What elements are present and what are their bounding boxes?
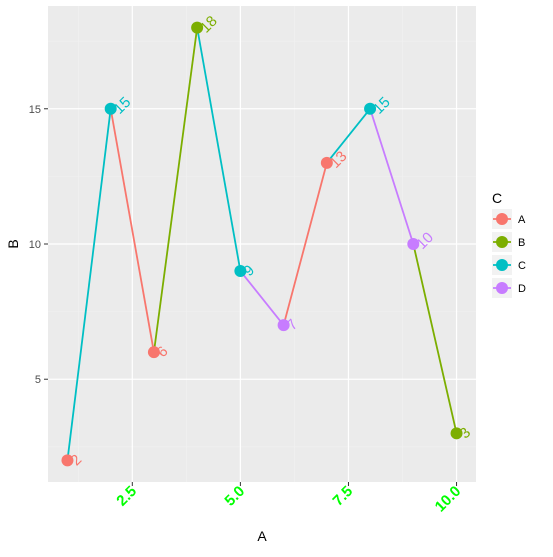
legend-key-point [496,213,508,225]
series-lines [66,27,458,461]
data-point-a [61,454,74,467]
legend-label: B [518,237,525,249]
y-axis-title: B [5,239,21,248]
data-point-a [147,346,160,359]
series-segment-c [326,108,371,164]
x-axis-title: A [257,528,267,544]
data-point-c [364,102,377,115]
data-point-b [191,21,204,34]
y-tick-label: 10 [29,239,41,251]
grid-lines [48,6,476,482]
data-point-d [407,238,420,250]
data-point-b [450,427,463,440]
series-segment-c [66,108,112,461]
series-segment-c [196,27,242,272]
data-point-c [234,265,247,278]
data-point-a [320,156,333,169]
legend-title: C [492,190,502,206]
y-tick-label: 5 [35,374,41,386]
series-segment-b [153,27,199,353]
legend-key-point [496,236,508,248]
legend-label: D [518,283,526,295]
data-point-c [104,102,117,115]
y-tick-label: 15 [29,104,41,116]
data-point-d [277,319,290,332]
series-segment-d [369,108,415,245]
series-segment-a [109,108,155,353]
series-segment-a [282,162,328,326]
data-points [61,21,463,467]
series-segment-d [239,270,285,326]
series-segment-b [412,243,458,434]
legend-label: C [518,260,526,272]
legend-label: A [518,214,526,226]
legend-key-point [496,282,508,294]
legend-key-point [496,259,508,271]
